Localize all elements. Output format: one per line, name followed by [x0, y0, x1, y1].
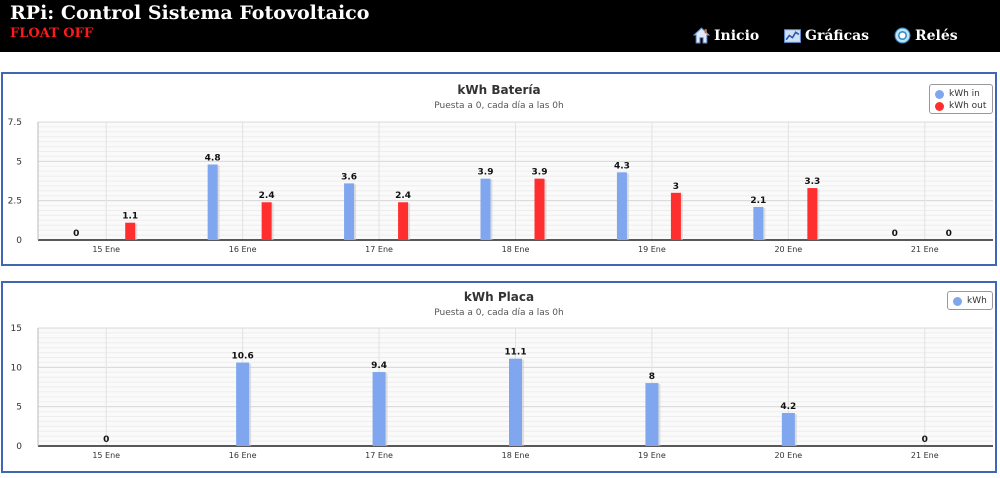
- battery-bar-series1: [480, 178, 491, 240]
- battery-chart-legend: kWh in kWh out: [929, 84, 993, 114]
- battery-data-label: 3.6: [341, 172, 357, 182]
- battery-xtick-label: 21 Ene: [911, 245, 939, 254]
- legend-dot-kwh-in: [935, 89, 944, 99]
- battery-bar-series2: [534, 178, 545, 240]
- battery-bar-series2: [261, 202, 272, 240]
- panel-ytick-label: 10: [11, 363, 23, 373]
- panel-xtick-label: 21 Ene: [911, 451, 939, 460]
- panel-chart-subtitle: Puesta a 0, cada día a las 0h: [434, 308, 564, 318]
- battery-data-label: 2.4: [395, 191, 411, 201]
- battery-data-label: 2.4: [259, 191, 275, 201]
- battery-bar-series1: [753, 206, 764, 240]
- nav-inicio[interactable]: Inicio: [693, 27, 759, 44]
- battery-chart-subtitle: Puesta a 0, cada día a las 0h: [434, 101, 564, 111]
- battery-bar-series2: [807, 188, 818, 240]
- panel-xtick-label: 18 Ene: [502, 451, 530, 460]
- panel-data-label: 0: [922, 435, 928, 445]
- legend-item-kwh-out[interactable]: kWh out: [935, 100, 987, 112]
- battery-data-label: 3.3: [804, 177, 820, 187]
- panel-data-label: 0: [103, 435, 109, 445]
- panel-bar-series1: [372, 372, 386, 446]
- battery-data-label: 3.9: [532, 168, 548, 178]
- battery-data-label: 0: [946, 229, 952, 239]
- battery-bar-series1: [207, 164, 218, 240]
- app-title: RPi: Control Sistema Fotovoltaico: [10, 2, 370, 24]
- panel-data-label: 10.6: [232, 352, 254, 362]
- panel-data-label: 8: [649, 372, 655, 382]
- nav-inicio-label: Inicio: [714, 27, 760, 44]
- battery-chart-title: kWh Batería: [457, 83, 541, 97]
- panel-ytick-label: 5: [16, 403, 22, 413]
- panel-chart: 0 5 10 15 0 10.6 9.4 11.1 8 4.2 0 15 Ene 16 Ene 17 En…: [11, 324, 993, 460]
- battery-data-label: 3: [673, 182, 679, 192]
- relay-icon: [894, 27, 911, 44]
- battery-bar-series1: [344, 183, 355, 240]
- panel-bar-series1: [236, 362, 250, 446]
- battery-ytick-label: 2.5: [8, 197, 22, 207]
- float-status: FLOAT OFF: [10, 26, 94, 41]
- panel-ytick-label: 0: [16, 442, 22, 452]
- nav-graficas[interactable]: Gráficas: [784, 27, 869, 44]
- panel-data-label: 4.2: [780, 402, 796, 412]
- battery-data-label: 0: [73, 229, 79, 239]
- battery-xtick-label: 20 Ene: [774, 245, 802, 254]
- battery-bar-series2: [670, 192, 681, 240]
- panel-xtick-label: 15 Ene: [92, 451, 120, 460]
- panel-data-label: 11.1: [504, 348, 526, 358]
- battery-data-label: 4.3: [614, 161, 630, 171]
- nav-graficas-label: Gráficas: [805, 27, 870, 44]
- battery-data-label: 0: [892, 229, 898, 239]
- battery-data-label: 4.8: [205, 153, 221, 163]
- panel-xtick-label: 17 Ene: [365, 451, 393, 460]
- battery-xtick-label: 16 Ene: [229, 245, 257, 254]
- panel-bar-series1: [509, 358, 522, 446]
- battery-chart-panel: 0 2.5 5 7.5 0 4.8 3.6 3.9 4.3 2.1 0 1.1 2.4 2.4 3.9 3 3.…: [1, 72, 997, 266]
- battery-data-label: 2.1: [750, 196, 766, 206]
- battery-xtick-label: 18 Ene: [502, 245, 530, 254]
- home-icon: [693, 27, 710, 44]
- legend-dot-kwh: [953, 296, 962, 306]
- battery-data-label: 3.9: [478, 168, 494, 178]
- nav-reles-label: Relés: [915, 27, 958, 44]
- legend-item-kwh-in[interactable]: kWh in: [935, 88, 987, 100]
- panel-chart-legend: kWh: [947, 291, 993, 310]
- panel-bar-series1: [781, 412, 795, 446]
- battery-xtick-label: 19 Ene: [638, 245, 666, 254]
- battery-xtick-label: 15 Ene: [92, 245, 120, 254]
- panel-ytick-label: 15: [11, 324, 22, 334]
- nav-reles[interactable]: Relés: [894, 27, 958, 44]
- panel-xtick-label: 20 Ene: [774, 451, 802, 460]
- legend-label-kwh-out: kWh out: [949, 101, 987, 111]
- panel-data-label: 9.4: [371, 361, 387, 371]
- panel-chart-panel: 0 5 10 15 0 10.6 9.4 11.1 8 4.2 0 15 Ene 16 Ene 17 En…: [1, 281, 997, 473]
- legend-dot-kwh-out: [935, 101, 944, 111]
- battery-xtick-label: 17 Ene: [365, 245, 393, 254]
- header-bar: RPi: Control Sistema Fotovoltaico FLOAT …: [0, 0, 1000, 52]
- legend-label-kwh: kWh: [967, 296, 987, 306]
- battery-ytick-label: 0: [16, 236, 22, 246]
- battery-bar-series1: [616, 172, 627, 240]
- battery-chart: 0 2.5 5 7.5 0 4.8 3.6 3.9 4.3 2.1 0 1.1 2.4 2.4 3.9 3 3.…: [8, 118, 993, 254]
- legend-item-kwh[interactable]: kWh: [953, 295, 987, 307]
- battery-data-label: 1.1: [122, 212, 138, 222]
- panel-bar-series1: [645, 383, 659, 446]
- panel-xtick-label: 19 Ene: [638, 451, 666, 460]
- battery-bar-series2: [125, 222, 136, 240]
- legend-label-kwh-in: kWh in: [949, 89, 980, 99]
- battery-ytick-label: 5: [16, 157, 22, 167]
- battery-bar-series2: [398, 202, 409, 240]
- panel-chart-title: kWh Placa: [463, 290, 535, 304]
- panel-xtick-label: 16 Ene: [229, 451, 257, 460]
- battery-ytick-label: 7.5: [8, 118, 22, 128]
- chart-icon: [784, 29, 801, 43]
